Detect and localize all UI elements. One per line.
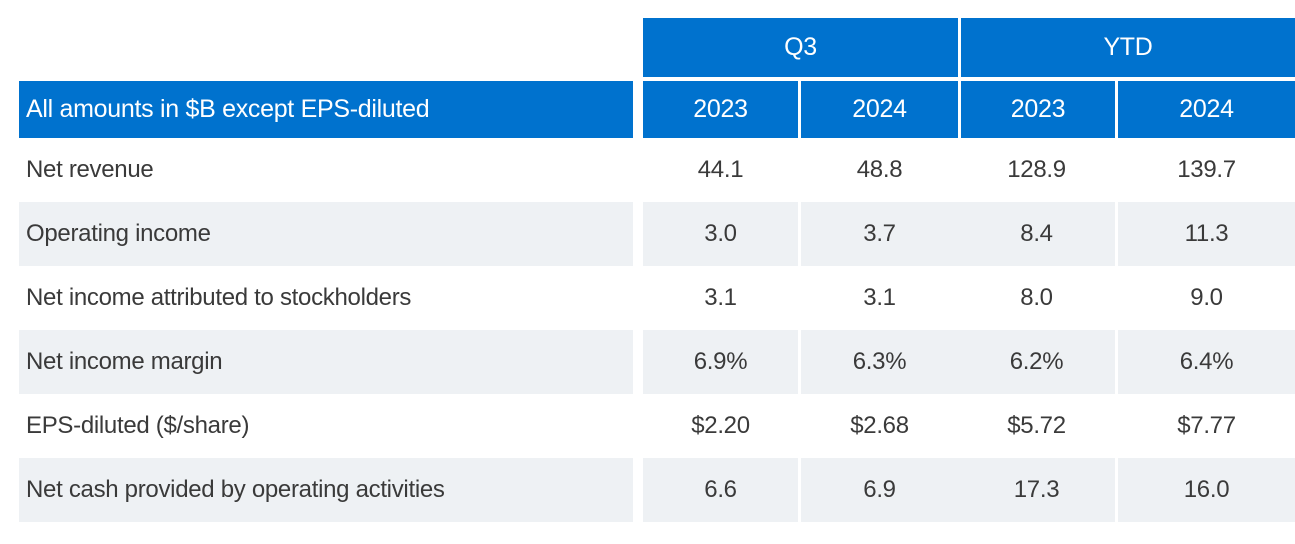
cell-value: $2.68 [798, 394, 958, 458]
cell-value: 3.7 [798, 202, 958, 266]
cell-value: $2.20 [691, 412, 750, 439]
column-header-ytd-2023: 2023 [958, 81, 1115, 138]
cell-value: 44.1 [697, 156, 744, 183]
cell-value: 3.1 [798, 266, 958, 330]
cell-value: 6.6 [643, 458, 798, 522]
cell-value: 11.3 [1115, 202, 1295, 266]
row-label-net-cash-operating: Net cash provided by operating activitie… [19, 458, 633, 522]
cell-value: 8.0 [1020, 284, 1053, 311]
cell-value: 6.4% [1115, 330, 1295, 394]
cell-value: 9.0 [1115, 266, 1295, 330]
cell-value: 6.3% [798, 330, 958, 394]
cell-value: 128.9 [1007, 156, 1066, 183]
cell-value: 3.0 [643, 202, 798, 266]
cell-value: 17.3 [958, 458, 1115, 522]
cell-value: 8.4 [958, 202, 1115, 266]
column-group-ytd: YTD [958, 18, 1295, 77]
row-label-operating-income: Operating income [19, 202, 633, 266]
row-label-eps-diluted: EPS-diluted ($/share) [26, 412, 250, 439]
column-header-q3-2023: 2023 [643, 81, 798, 138]
cell-value: 139.7 [1115, 138, 1295, 202]
cell-value: 6.9 [798, 458, 958, 522]
cell-value: 16.0 [1115, 458, 1295, 522]
cell-value: 48.8 [798, 138, 958, 202]
column-group-q3: Q3 [643, 18, 958, 77]
cell-value: 3.1 [704, 284, 737, 311]
column-header-q3-2024: 2024 [798, 81, 958, 138]
row-label-net-income-margin: Net income margin [19, 330, 633, 394]
row-label-net-income-attributed: Net income attributed to stockholders [26, 284, 412, 311]
cell-value: 6.9% [643, 330, 798, 394]
table-corner-label: All amounts in $B except EPS-diluted [19, 81, 633, 138]
cell-value: 6.2% [958, 330, 1115, 394]
column-header-ytd-2024: 2024 [1115, 81, 1295, 138]
row-label-net-revenue: Net revenue [26, 156, 154, 183]
cell-value: $7.77 [1115, 394, 1295, 458]
cell-value: $5.72 [1007, 412, 1066, 439]
